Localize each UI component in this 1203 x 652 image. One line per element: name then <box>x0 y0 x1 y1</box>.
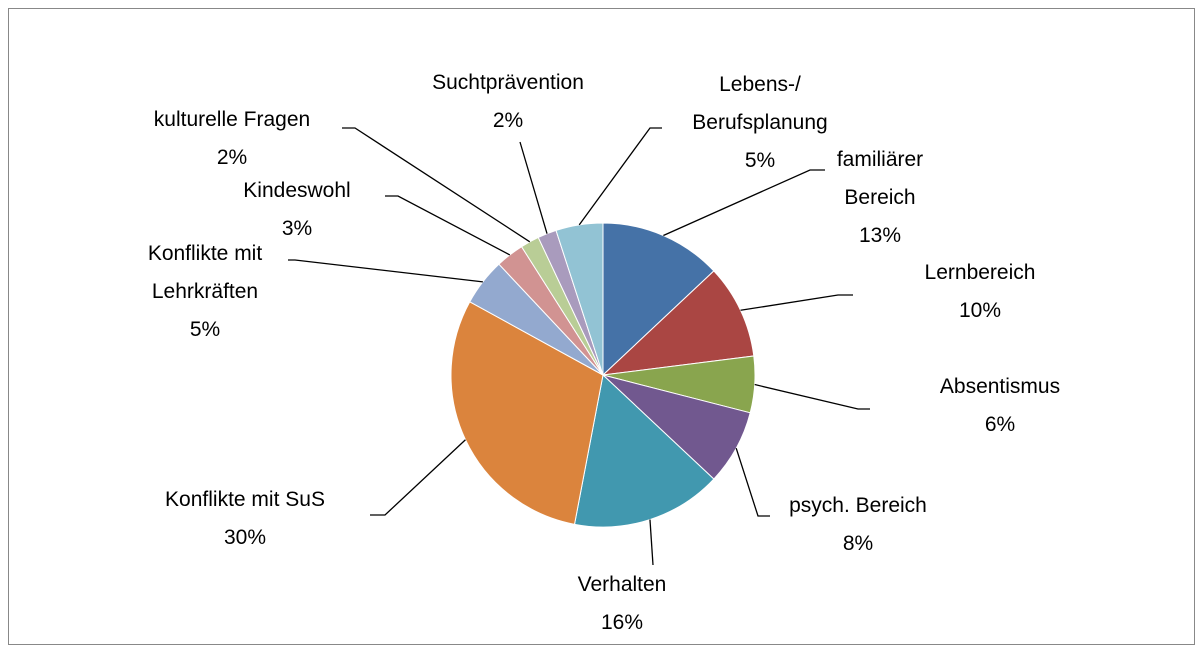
label-value: 2% <box>216 146 248 169</box>
leader-line <box>649 519 654 566</box>
label-name: psych. Bereich <box>789 494 927 517</box>
pie-slice <box>573 374 715 528</box>
data-label: Kindeswohl 3% <box>197 172 397 248</box>
leader-line <box>519 141 548 234</box>
label-name: kulturelle Fragen <box>153 108 311 131</box>
data-label: kulturelle Fragen 2% <box>112 101 352 177</box>
data-label: Verhalten 16% <box>522 566 722 642</box>
leader-line <box>663 169 825 237</box>
data-label: Suchtprävention 2% <box>388 64 628 140</box>
leader-line <box>288 259 483 283</box>
leader-line <box>754 383 870 410</box>
label-name: Kindeswohl <box>243 179 351 202</box>
label-name: Lebens-/ Berufsplanung <box>692 73 828 134</box>
leader-line <box>578 127 662 226</box>
leader-line <box>735 448 770 517</box>
label-name: Absentismus <box>939 375 1061 398</box>
data-label: Konflikte mit SuS 30% <box>115 481 375 557</box>
label-name: Suchtprävention <box>432 71 584 94</box>
label-value: 16% <box>600 611 644 634</box>
label-name: Verhalten <box>577 573 667 596</box>
pie-slice <box>555 222 604 376</box>
data-label: Absentismus 6% <box>900 368 1100 444</box>
label-value: 13% <box>858 224 902 247</box>
label-value: 3% <box>281 217 313 240</box>
label-name: Lernbereich <box>924 261 1036 284</box>
label-value: 30% <box>223 526 267 549</box>
label-name: familiärer Bereich <box>836 148 924 209</box>
data-label: Lebens-/ Berufsplanung 5% <box>653 66 868 180</box>
label-name: Konflikte mit SuS <box>165 488 325 511</box>
pie-slice <box>602 222 715 377</box>
leader-line <box>740 294 853 311</box>
leader-line <box>370 439 466 516</box>
leader-line <box>385 195 511 256</box>
label-name: Konflikte mit Lehrkräften <box>147 242 263 303</box>
label-value: 2% <box>492 109 524 132</box>
label-value: 10% <box>958 299 1002 322</box>
label-value: 8% <box>842 532 874 555</box>
data-label: Konflikte mit Lehrkräften 5% <box>105 235 305 349</box>
data-label: Lernbereich 10% <box>880 254 1080 330</box>
pie-slice <box>601 270 755 376</box>
label-value: 5% <box>189 318 221 341</box>
label-value: 5% <box>744 149 776 172</box>
data-label: psych. Bereich 8% <box>758 487 958 563</box>
label-value: 6% <box>984 413 1016 436</box>
leader-line <box>342 127 531 243</box>
data-label: familiärer Bereich 13% <box>815 141 945 255</box>
